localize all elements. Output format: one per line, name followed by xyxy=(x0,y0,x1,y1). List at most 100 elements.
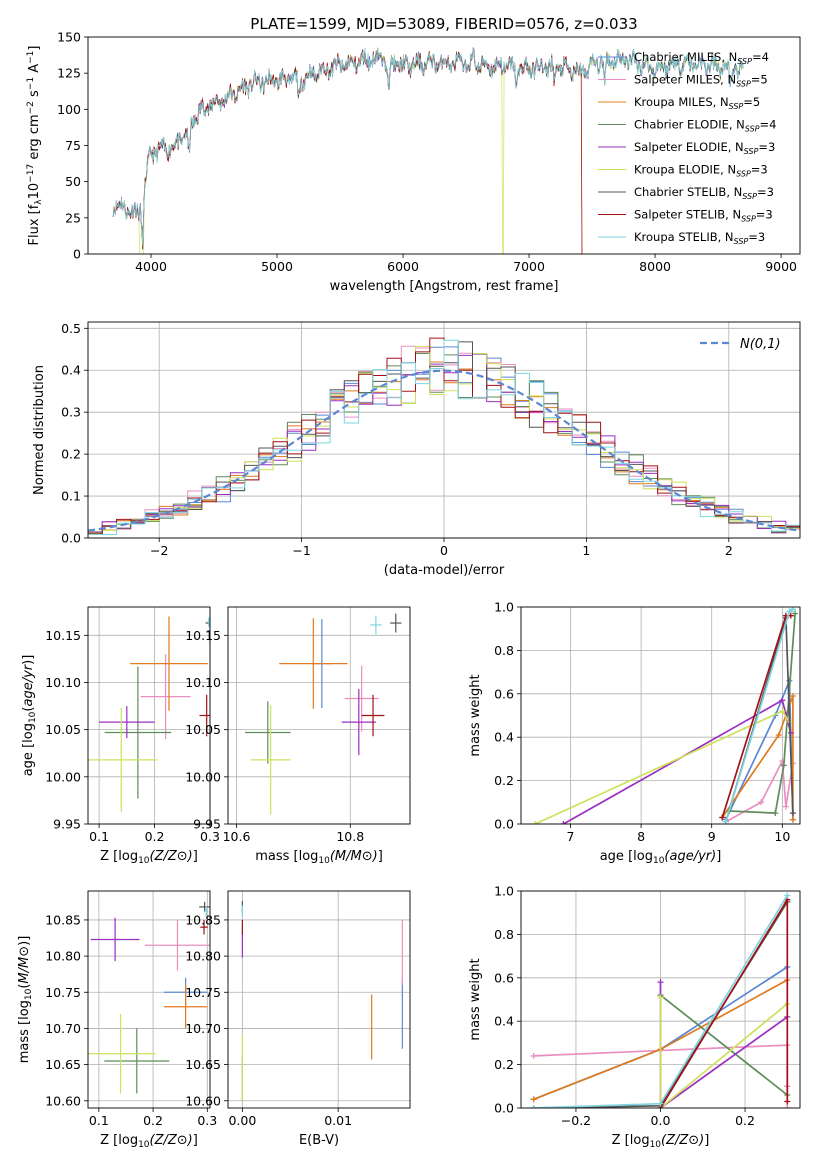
weight-point-marker xyxy=(775,732,782,739)
legend-entry: Kroupa MILES, NSSP=5 xyxy=(634,95,760,111)
weight-point-marker xyxy=(789,810,796,817)
weight-point-marker xyxy=(789,816,796,823)
x-tick-label: 1 xyxy=(582,543,590,558)
weight-point-marker xyxy=(719,814,726,821)
plot-area xyxy=(245,613,402,815)
y-axis-label: mass [log10(M/M⊙)] xyxy=(17,936,34,1064)
y-tick-label: 10.60 xyxy=(185,1093,221,1108)
y-tick-label: 10.60 xyxy=(45,1093,81,1108)
figure-title: PLATE=1599, MJD=53089, FIBERID=0576, z=0… xyxy=(250,15,637,33)
x-axis-label: E(B-V) xyxy=(299,1133,339,1148)
weight-point-marker xyxy=(779,708,786,715)
weight-point-marker xyxy=(784,1105,791,1108)
y-tick-label: 50 xyxy=(65,174,81,189)
errorbar-kroupa-elodie xyxy=(88,707,158,812)
y-axis-label: mass weight xyxy=(468,674,483,756)
y-tick-label: 10.10 xyxy=(185,675,221,690)
weight-series-kroupa-elodie xyxy=(532,708,793,824)
y-axis-label: Normed distribution xyxy=(32,365,47,495)
y-tick-label: 10.05 xyxy=(185,722,221,737)
x-axis-label: age [log10(age/yr)] xyxy=(600,849,722,866)
x-tick-label: 0.2 xyxy=(735,1113,755,1128)
weight-point-marker xyxy=(784,1098,791,1105)
spectrum-line-salpeter-stelib xyxy=(112,47,583,254)
weight-series-kroupa-elodie xyxy=(657,994,791,1108)
x-tick-label: 9000 xyxy=(765,259,797,274)
y-tick-label: 0.0 xyxy=(61,531,81,546)
spectrum-legend: Chabrier MILES, NSSP=4 Salpeter MILES, NS… xyxy=(598,50,776,246)
axes-frame xyxy=(87,606,211,825)
weight-point-marker xyxy=(784,892,791,899)
weight-point-marker xyxy=(782,803,789,810)
y-tick-label: 10.70 xyxy=(185,1021,221,1036)
errorbar-chabrier-miles xyxy=(207,616,210,645)
x-tick-label: 10 xyxy=(774,829,790,844)
plot-area xyxy=(88,337,800,538)
weight-point-marker xyxy=(780,762,787,769)
weight-line xyxy=(724,608,794,823)
mass-vs-extinction-panel: 0.00 0.01 10.60 10.65 10.70 10.75 10.80 10.85 E(… xyxy=(185,890,411,1148)
x-tick-label: −1 xyxy=(292,543,310,558)
y-tick-label: 0.0 xyxy=(494,817,514,832)
legend-entry: Chabrier ELODIE, NSSP=4 xyxy=(634,118,776,134)
x-tick-label: 0.3 xyxy=(197,1113,217,1128)
x-tick-label: 0.1 xyxy=(89,1113,109,1128)
weight-point-marker xyxy=(532,821,539,824)
weight-point-marker xyxy=(786,608,793,615)
x-tick-label: 7 xyxy=(566,829,574,844)
errorbar-kroupa-elodie xyxy=(250,705,291,815)
axes-frame xyxy=(87,36,801,255)
x-tick-label: 0.00 xyxy=(228,1113,256,1128)
y-tick-label: 10.80 xyxy=(45,949,81,964)
y-tick-label: 10.75 xyxy=(185,985,221,1000)
axes-frame xyxy=(520,890,801,1109)
x-tick-label: 6000 xyxy=(387,259,419,274)
x-axis-label: wavelength [Angstrom, rest frame] xyxy=(330,279,559,294)
weight-point-marker xyxy=(758,799,765,806)
weight-vs-age-panel: 7 8 9 10 0.0 0.2 0.4 0.6 0.8 1.0 age [log10(age/yr… xyxy=(468,600,801,866)
errorbar-kroupa-stelib xyxy=(370,615,382,635)
x-tick-label: 10.8 xyxy=(336,829,364,844)
legend-entry: Salpeter MILES, NSSP=5 xyxy=(634,73,768,89)
errorbar-salpeter-elodie xyxy=(341,689,376,756)
x-tick-label: 4000 xyxy=(135,259,167,274)
x-axis-label: (data-model)/error xyxy=(384,563,505,578)
axes-frame xyxy=(227,606,411,825)
y-tick-label: 10.65 xyxy=(45,1057,81,1072)
y-tick-label: 10.05 xyxy=(45,722,81,737)
errorbar-kroupa-miles xyxy=(279,618,348,709)
legend-entry: Kroupa ELODIE, NSSP=3 xyxy=(634,163,768,179)
x-tick-label: 0 xyxy=(440,543,448,558)
y-tick-label: 100 xyxy=(57,102,81,117)
weight-point-marker xyxy=(779,697,786,704)
y-tick-label: 10.85 xyxy=(45,912,81,927)
y-tick-label: 125 xyxy=(57,66,81,81)
errorbar-kroupa-elodie xyxy=(88,1013,156,1094)
y-tick-label: 0.8 xyxy=(494,643,514,658)
x-tick-label: 0.2 xyxy=(145,829,165,844)
x-tick-label: 10.6 xyxy=(223,829,251,844)
y-tick-label: 10.00 xyxy=(185,769,221,784)
weight-line xyxy=(659,994,788,1096)
errorbar-chabrier-stelib xyxy=(390,613,402,633)
errorbar-kroupa-miles xyxy=(163,985,208,1029)
x-tick-label: −0.2 xyxy=(561,1113,591,1128)
weight-point-marker xyxy=(530,1052,537,1059)
y-tick-label: 10.70 xyxy=(45,1021,81,1036)
errorbar-chabrier-elodie xyxy=(104,666,172,799)
y-tick-label: 0.0 xyxy=(494,1101,514,1116)
errorbar-salpeter-stelib xyxy=(200,919,208,935)
axes-frame xyxy=(520,606,801,825)
y-tick-label: 25 xyxy=(65,210,81,225)
y-tick-label: 10.15 xyxy=(185,628,221,643)
y-tick-label: 10.80 xyxy=(185,949,221,964)
weight-point-marker xyxy=(772,810,779,817)
errorbar-salpeter-miles xyxy=(144,919,210,971)
weight-point-marker xyxy=(657,994,664,1001)
axes-frame xyxy=(87,321,801,539)
y-tick-label: 1.0 xyxy=(494,884,514,899)
weight-point-marker xyxy=(530,1096,537,1103)
y-tick-label: 0.2 xyxy=(61,447,81,462)
x-tick-label: 5000 xyxy=(261,259,293,274)
